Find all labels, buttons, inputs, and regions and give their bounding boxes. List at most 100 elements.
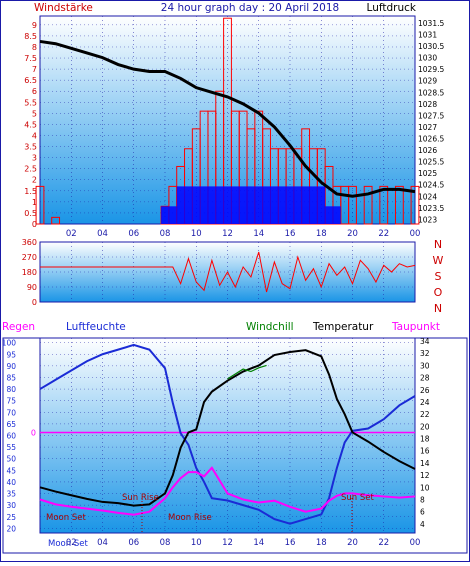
temperature-y-tick-label: 28 [420, 374, 430, 383]
pressure-y-tick-label: 1030 [418, 54, 437, 63]
temp-x-tick-label: 22 [378, 538, 389, 548]
wind-title: Windstärke [34, 2, 93, 14]
wind-speed-bar [200, 186, 208, 224]
wind-speed-bar [270, 186, 279, 224]
wind-y-tick-label: 5.5 [24, 98, 37, 107]
humidity-line [39, 343, 416, 525]
humidity-y-tick-label: 100 [2, 339, 17, 348]
wind-speed-bar [317, 186, 326, 224]
temperature-y-tick-label: 16 [420, 447, 430, 456]
temperature-y-tick-label: 4 [420, 520, 425, 529]
wind-speed-bar [215, 186, 224, 224]
temperature-y-tick-label: 34 [420, 337, 430, 346]
wind-gust-bar [379, 185, 389, 225]
wind-x-tick-label: 04 [97, 229, 108, 239]
humidity-y-tick-label: 60 [6, 432, 16, 441]
wind-speed-bar [161, 206, 169, 224]
temperature-y-tick-label: 22 [420, 410, 430, 419]
wind-speed-bar [176, 186, 185, 224]
temp-x-tick-label: 10 [191, 538, 202, 548]
humidity-y-tick-label: 70 [6, 408, 16, 417]
temp-x-tick-label: 06 [128, 538, 139, 548]
wind-gust-bar [348, 185, 357, 225]
wind-gust-bar [35, 185, 45, 225]
humidity-y-tick-label: 90 [6, 362, 16, 371]
wind-y-tick-label: 2.5 [24, 165, 37, 174]
wind-speed-bar [239, 186, 248, 224]
wind-gust-bar [410, 185, 420, 225]
chart-title: 24 hour graph day : 20 April 2018 [161, 2, 339, 14]
temp-x-tick-label: 02 [66, 538, 77, 548]
temperature-y-tick-label: 20 [420, 422, 430, 431]
wind-gust-bar [394, 185, 404, 225]
rain-zero-label: 0 [31, 428, 36, 437]
direction-y-tick-label: 360 [22, 238, 37, 247]
temperature-y-tick-label: 30 [420, 361, 430, 370]
wind-y-tick-label: 4 [32, 131, 37, 140]
temperature-y-tick-label: 26 [420, 386, 430, 395]
sun-moon-annotations: Sun Rise Sun Set Moon Set Moon Rise Moon… [46, 493, 374, 549]
wind-speed-bar [286, 186, 294, 224]
wind-y-tick-label: 7 [32, 65, 37, 74]
direction-y-tick-label: 180 [22, 268, 37, 277]
legend-temperatur: Temperatur [312, 321, 374, 333]
direction-y-tick-label: 0 [32, 298, 37, 307]
sunrise-label: Sun Rise [122, 493, 159, 503]
wind-x-tick-label: 00 [410, 229, 421, 239]
temp-x-tick-label: 00 [410, 538, 421, 548]
compass-label: W [433, 254, 444, 267]
compass-label: N [434, 238, 442, 251]
wind-speed-bar [325, 206, 333, 224]
wind-y-tick-label: 9 [32, 21, 37, 30]
wind-y-tick-label: 1.5 [24, 187, 37, 196]
temp-x-tick-label: 04 [97, 538, 108, 548]
wind-x-tick-label: 10 [191, 229, 202, 239]
temperature-y-tick-label: 8 [420, 495, 425, 504]
humidity-y-tick-label: 25 [6, 513, 16, 522]
wind-speed-bar [192, 186, 201, 224]
temperature-y-tick-label: 12 [420, 471, 430, 480]
wind-bars [35, 17, 420, 225]
wind-y-tick-label: 6 [32, 87, 37, 96]
wind-x-tick-label: 22 [378, 229, 389, 239]
wind-speed-bar [293, 186, 302, 224]
wind-y-tick-label: 1 [32, 198, 37, 207]
wind-x-tick-label: 12 [222, 229, 233, 239]
pressure-y-tick-label: 1025.5 [418, 158, 444, 167]
wind-speed-bar [168, 206, 177, 224]
sunset-label: Sun Set [341, 493, 374, 503]
legend-luftfeuchte: Luftfeuchte [66, 321, 126, 333]
temperature-y-tick-label: 14 [420, 459, 430, 468]
humidity-y-tick-label: 35 [6, 490, 16, 499]
humidity-y-tick-label: 85 [6, 373, 16, 382]
temperature-axis-frame [2, 337, 468, 554]
wind-y-tick-label: 3.5 [24, 143, 37, 152]
temp-x-tick-label: 08 [160, 538, 171, 548]
temperature-axes: 02 04 06 08 10 12 14 16 18 20 22 002025303540455055… [2, 337, 430, 548]
pressure-y-tick-label: 1027 [418, 123, 437, 132]
wind-gust-bar [363, 185, 373, 225]
pressure-line-group [39, 39, 416, 198]
wind-x-tick-label: 08 [160, 229, 171, 239]
humidity-y-tick-label: 45 [6, 466, 16, 475]
humidity-y-tick-label: 95 [6, 350, 16, 359]
pressure-y-tick-label: 1028.5 [418, 88, 444, 97]
wind-speed-bar [332, 206, 341, 224]
wind-y-tick-label: 2 [32, 176, 37, 185]
temperature-legend: Regen Luftfeuchte Windchill Temperatur T… [2, 321, 440, 333]
temp-x-tick-label: 20 [347, 538, 358, 548]
pressure-y-tick-label: 1025 [418, 169, 437, 178]
temperature-line [39, 349, 416, 507]
wind-y-tick-label: 0 [32, 220, 37, 229]
wind-speed-bar [184, 186, 193, 224]
humidity-y-tick-label: 20 [6, 524, 16, 533]
wind-x-tick-label: 18 [316, 229, 327, 239]
compass-label: N [434, 302, 442, 315]
temperature-y-tick-label: 24 [420, 398, 430, 407]
wind-x-tick-label: 20 [347, 229, 358, 239]
wind-direction-line [40, 251, 416, 293]
wind-x-tick-label: 06 [128, 229, 139, 239]
wind-speed-bar [223, 186, 232, 224]
temperature-y-tick-label: 10 [420, 483, 430, 492]
